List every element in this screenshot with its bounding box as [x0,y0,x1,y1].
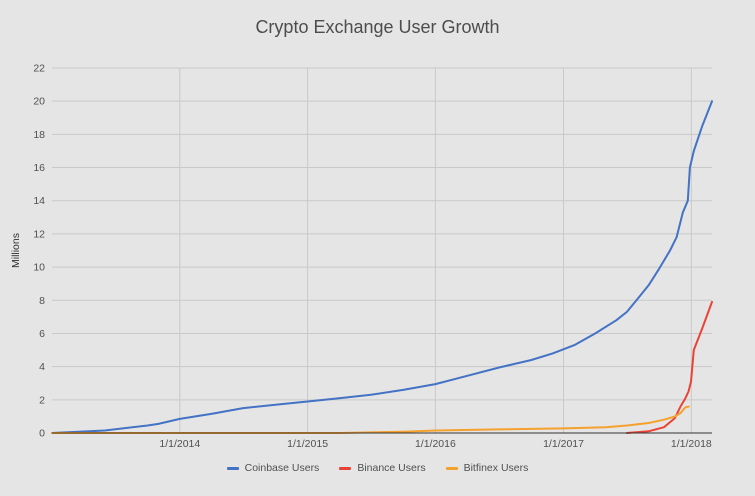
y-axis-title: Millions [10,233,22,268]
y-tick-label: 8 [39,295,45,307]
legend-item: Bitfinex Users [445,462,529,474]
legend-item: Binance Users [339,462,426,474]
legend-swatch [445,466,458,470]
legend-label: Coinbase Users [244,462,320,474]
y-tick-label: 2 [39,394,45,406]
x-tick-label: 1/1/2016 [415,438,456,450]
series-line [51,405,690,434]
y-tick-label: 18 [33,129,45,141]
legend-swatch [339,466,352,470]
y-axis-ticks: 0 2 4 6 8 10 12 14 16 18 20 22 [33,63,45,440]
y-tick-label: 10 [33,262,45,274]
x-tick-label: 1/1/2017 [543,438,584,450]
series-layer [51,100,713,434]
series-line [625,300,713,434]
y-tick-label: 4 [39,361,45,373]
series-line [51,100,713,434]
chart-title: Crypto Exchange User Growth [255,17,500,37]
x-tick-label: 1/1/2018 [671,438,712,450]
y-tick-label: 12 [33,228,45,240]
legend-label: Binance Users [357,462,426,474]
legend-label: Bitfinex Users [463,462,529,474]
x-axis-ticks: 1/1/2014 1/1/2015 1/1/2016 1/1/2017 1/1/2018 [159,438,712,450]
y-tick-label: 6 [39,328,45,340]
y-tick-label: 0 [39,428,45,440]
grid-layer [52,67,712,433]
y-tick-label: 14 [33,195,45,207]
x-tick-label: 1/1/2015 [287,438,328,450]
legend-item: Coinbase Users [226,462,320,474]
legend-swatch [226,466,239,470]
y-tick-label: 16 [33,162,45,174]
legend: Coinbase Users Binance Users Bitfinex User… [0,462,755,474]
y-tick-label: 20 [33,96,45,108]
y-tick-label: 22 [33,63,45,75]
x-tick-label: 1/1/2014 [159,438,200,450]
